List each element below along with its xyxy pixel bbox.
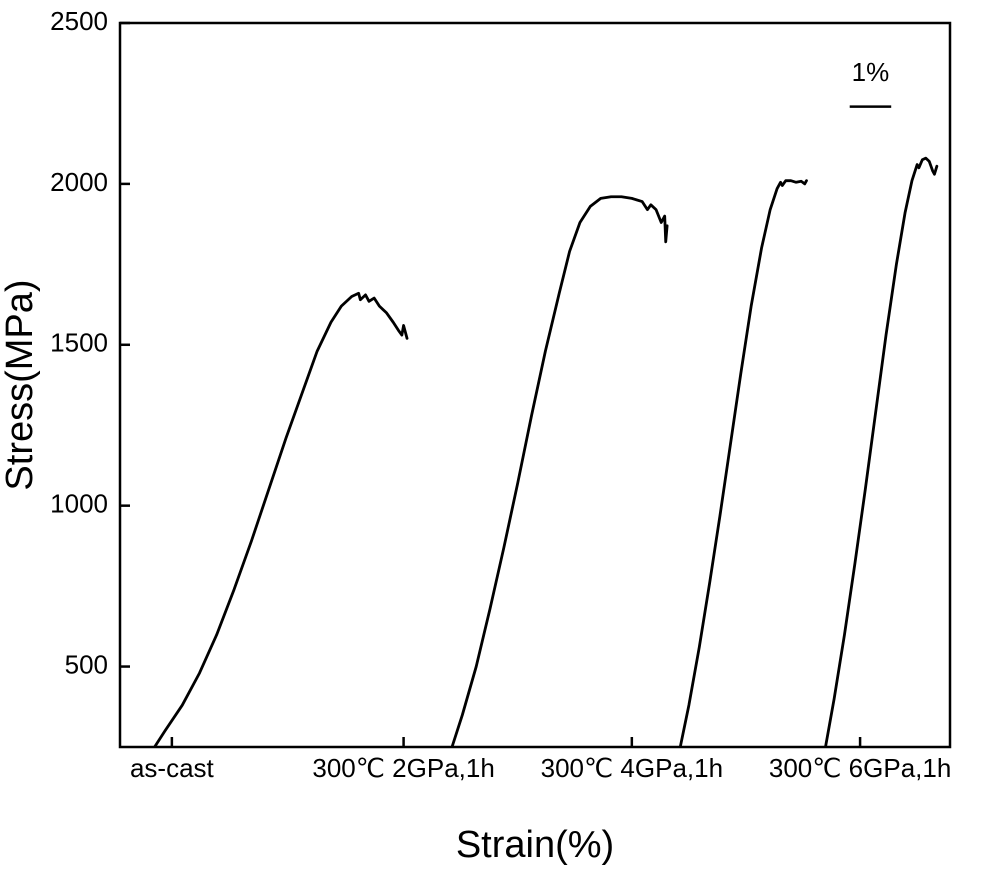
xtick-label: 300℃ 6GPa,1h [769,753,951,783]
stress-strain-chart: 500 1000 1500 2000 2500 as-cast 300℃ 2GPa,1h 30… [0,0,1000,881]
xtick-label: as-cast [130,753,215,783]
x-axis-label: Strain(%) [456,824,614,866]
xtick-label: 300℃ 4GPa,1h [541,753,723,783]
ytick-label: 2000 [50,167,108,197]
xtick-label: 300℃ 2GPa,1h [312,753,494,783]
scale-bar-label: 1% [852,57,890,87]
ytick-label: 500 [65,649,108,679]
ytick-label: 1500 [50,328,108,358]
y-axis-label: Stress(MPa) [0,279,41,490]
chart-svg: 500 1000 1500 2000 2500 as-cast 300℃ 2GPa,1h 30… [0,0,1000,881]
ytick-label: 2500 [50,6,108,36]
ytick-label: 1000 [50,489,108,519]
